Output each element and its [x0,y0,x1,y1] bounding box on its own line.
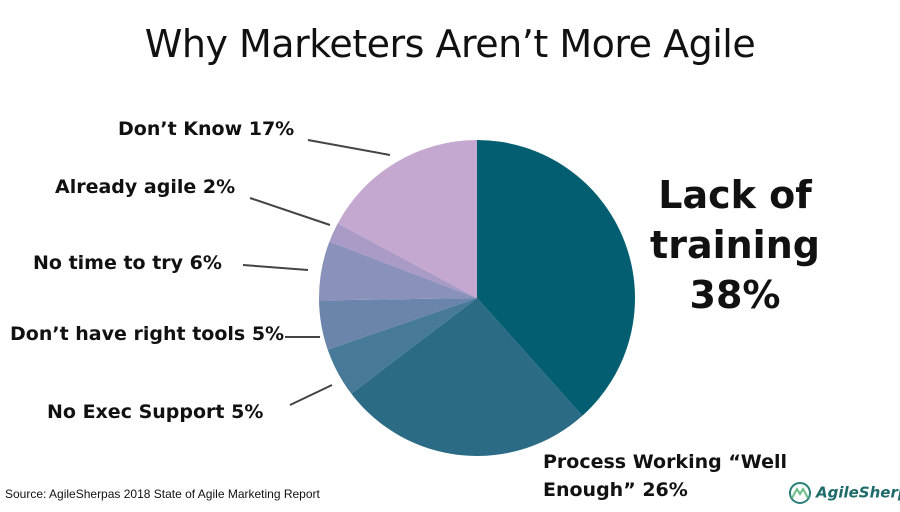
pie-slice-already-agile [329,223,477,298]
label-process-line1: Process Working “Well [543,451,788,473]
chart-title: Why Marketers Aren’t More Agile [144,22,756,66]
pie-slice-don-t-know [337,140,477,298]
pie-slice-no-exec-support [327,298,477,394]
leader-line-exec [289,384,333,406]
label-right-tools: Don’t have right tools 5% [10,323,285,345]
label-no-time: No time to try 6% [33,252,222,274]
label-lack-of-training: Lack of training 38% [640,170,830,320]
pie-slice-process-working-well-enough [351,298,583,456]
leader-line-agile [249,197,331,226]
label-exec-support: No Exec Support 5% [47,401,264,423]
leader-line-time [242,264,309,271]
mountain-logo-icon [789,482,811,504]
label-training-line2: training [650,223,820,267]
leader-line-dontknow [307,139,391,156]
label-training-line1: Lack of [658,173,812,217]
label-training-line3: 38% [689,273,781,317]
label-already-agile: Already agile 2% [55,176,236,198]
label-process-line2: Enough” 26% [543,479,688,501]
logo-text: AgileSherpas [816,483,900,502]
logo: AgileSherpas [788,482,900,504]
pie-slice-no-time-to-try [319,241,477,301]
pie-slice-lack-of-training [477,140,635,416]
label-dont-know: Don’t Know 17% [118,118,295,140]
pie-slice-don-t-have-right-tools [319,298,477,350]
source-note: Source: AgileSherpas 2018 State of Agile… [5,487,320,501]
